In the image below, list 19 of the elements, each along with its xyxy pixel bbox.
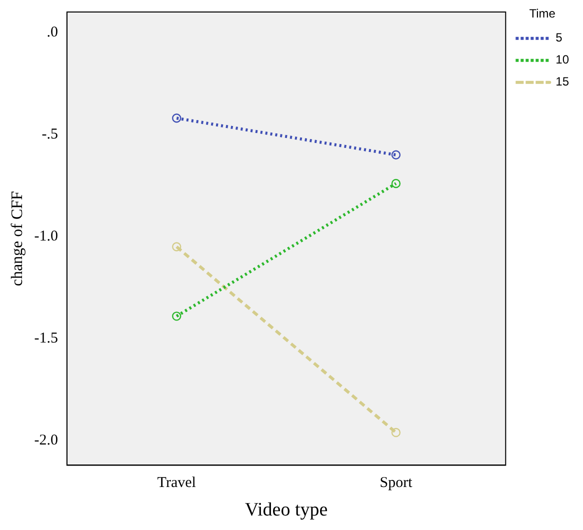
point <box>391 150 401 160</box>
legend-label: 15 <box>556 74 570 89</box>
x-axis-title: Video type <box>244 500 328 521</box>
legend-title: Time <box>529 6 556 20</box>
y-tick-label: .0 <box>46 24 58 40</box>
point <box>391 178 401 188</box>
y-tick-label: -.5 <box>42 126 58 142</box>
point <box>172 242 182 252</box>
x-tick-label: Sport <box>380 475 414 492</box>
y-tick-label: -1.5 <box>34 330 58 347</box>
point <box>172 114 182 123</box>
legend-label: 10 <box>556 52 570 67</box>
y-axis-title: change of CFF <box>8 190 26 286</box>
point <box>172 312 182 321</box>
y-tick-label: -1.0 <box>34 228 58 244</box>
y-tick-label: -2.0 <box>34 432 58 449</box>
legend-label: 5 <box>556 30 563 45</box>
point <box>391 428 401 438</box>
x-tick-label: Travel <box>157 475 196 492</box>
